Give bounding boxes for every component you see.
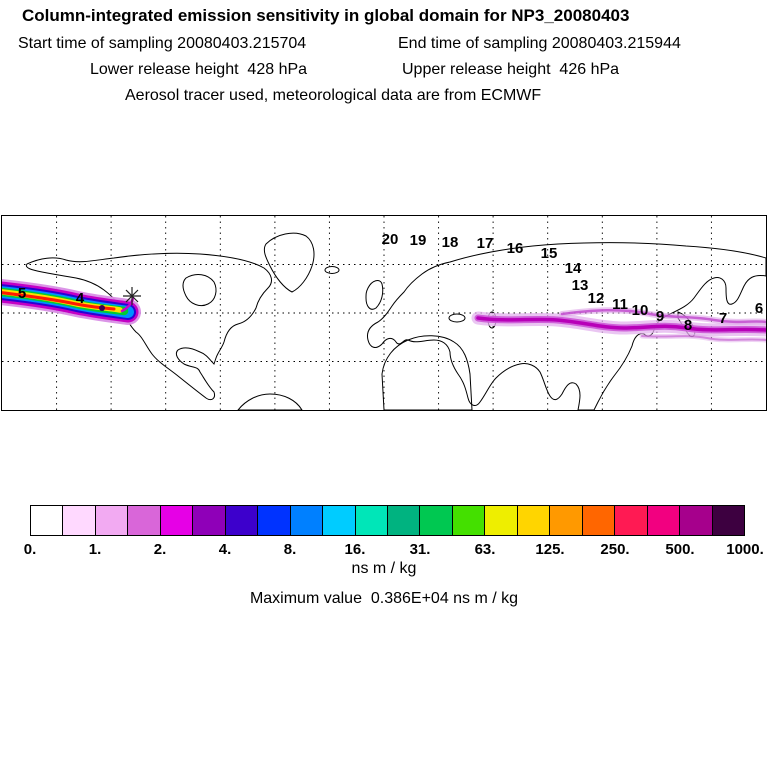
colorbar-cell <box>322 506 355 535</box>
britain-coast <box>365 280 384 310</box>
trajectory-hour-label: 19 <box>410 232 427 249</box>
colorbar-tick-label: 63. <box>474 541 496 558</box>
start-time-text: Start time of sampling 20080403.215704 <box>18 35 307 52</box>
colorbar-units-label: ns m / kg <box>351 560 417 577</box>
trajectory-hour-label: 16 <box>507 240 524 257</box>
greenland-coast <box>263 232 315 293</box>
colorbar-cell <box>646 506 680 535</box>
trajectory-hour-label: 18 <box>442 234 459 251</box>
colorbar-cell <box>224 506 258 535</box>
colorbar-tick-label: 4. <box>218 541 232 558</box>
black-sea-coast <box>448 313 466 323</box>
colorbar <box>30 505 745 536</box>
colorbar-cell <box>31 506 63 535</box>
release-point-marker <box>123 287 141 305</box>
colorbar-cell <box>159 506 193 535</box>
colorbar-cell <box>679 506 712 535</box>
colorbar-tick-label: 0. <box>23 541 37 558</box>
end-time-text: End time of sampling 20080403.215944 <box>398 35 681 52</box>
lower-height-text: Lower release height 428 hPa <box>90 61 308 78</box>
colorbar-tick-label: 500. <box>665 541 695 558</box>
colorbar-tick-label: 2. <box>153 541 167 558</box>
plot-title: Column-integrated emission sensitivity i… <box>22 6 630 25</box>
colorbar-cell <box>549 506 582 535</box>
trajectory-hour-label: 13 <box>572 277 589 294</box>
colorbar-ticks: 0. 1. 2. 4. 8. 16. 31. 63. 125. 250. 500. 1000. <box>24 541 764 561</box>
trajectory-hour-label: 4 <box>76 290 85 307</box>
trajectory-hour-label: 9 <box>656 308 664 325</box>
trajectory-hour-label: 10 <box>632 302 649 319</box>
trajectory-hour-label: 5 <box>18 285 26 302</box>
colorbar-cell <box>94 506 128 535</box>
colorbar-tick-label: 125. <box>535 541 565 558</box>
upper-height-text: Upper release height 426 hPa <box>402 61 620 78</box>
colorbar-tick-label: 1. <box>88 541 102 558</box>
colorbar-cell <box>711 506 744 535</box>
trajectory-hour-label: 6 <box>755 300 763 317</box>
trajectory-hour-label: 17 <box>477 235 494 252</box>
colorbar-tick-label: 250. <box>600 541 630 558</box>
trajectory-hour-label: 7 <box>719 310 727 327</box>
colorbar-tick-label: 1000. <box>726 541 764 558</box>
colorbar-tick-label: 31. <box>409 541 431 558</box>
colorbar-cell <box>192 506 225 535</box>
plume-dark-core <box>99 305 105 311</box>
south-america-coast <box>237 393 303 410</box>
eurasia-coast <box>367 242 766 410</box>
trajectory-hour-label: 20 <box>382 231 399 248</box>
plume-asia <box>471 307 766 343</box>
trajectory-hour-label: 11 <box>612 296 628 313</box>
colorbar-cell <box>581 506 615 535</box>
colorbar-cell <box>516 506 550 535</box>
colorbar-tick-label: 16. <box>344 541 366 558</box>
hudson-bay-coast <box>182 274 217 307</box>
colorbar-cell <box>257 506 290 535</box>
colorbar-cell <box>614 506 647 535</box>
trajectory-hour-label: 14 <box>565 260 582 277</box>
tracer-text: Aerosol tracer used, meteorological data… <box>125 87 542 104</box>
colorbar-cell <box>62 506 95 535</box>
plume-pacific <box>2 279 141 325</box>
trajectory-hour-label: 12 <box>588 290 605 307</box>
colorbar-cell <box>289 506 323 535</box>
max-value-label: Maximum value 0.386E+04 ns m / kg <box>249 590 519 607</box>
africa-coast <box>381 335 473 410</box>
colorbar-cell <box>127 506 160 535</box>
north-america-coast <box>25 252 272 401</box>
colorbar-cell <box>451 506 485 535</box>
world-map: 20 19 18 17 16 15 14 13 12 11 10 9 8 7 6 5 4 <box>1 215 767 411</box>
colorbar-cell <box>386 506 420 535</box>
trajectory-hour-label: 15 <box>541 245 558 262</box>
colorbar-cell <box>354 506 387 535</box>
iceland-coast <box>324 266 340 274</box>
colorbar-cell <box>484 506 517 535</box>
colorbar-cell <box>419 506 452 535</box>
colorbar-tick-label: 8. <box>283 541 297 558</box>
trajectory-hour-label: 8 <box>684 317 692 334</box>
